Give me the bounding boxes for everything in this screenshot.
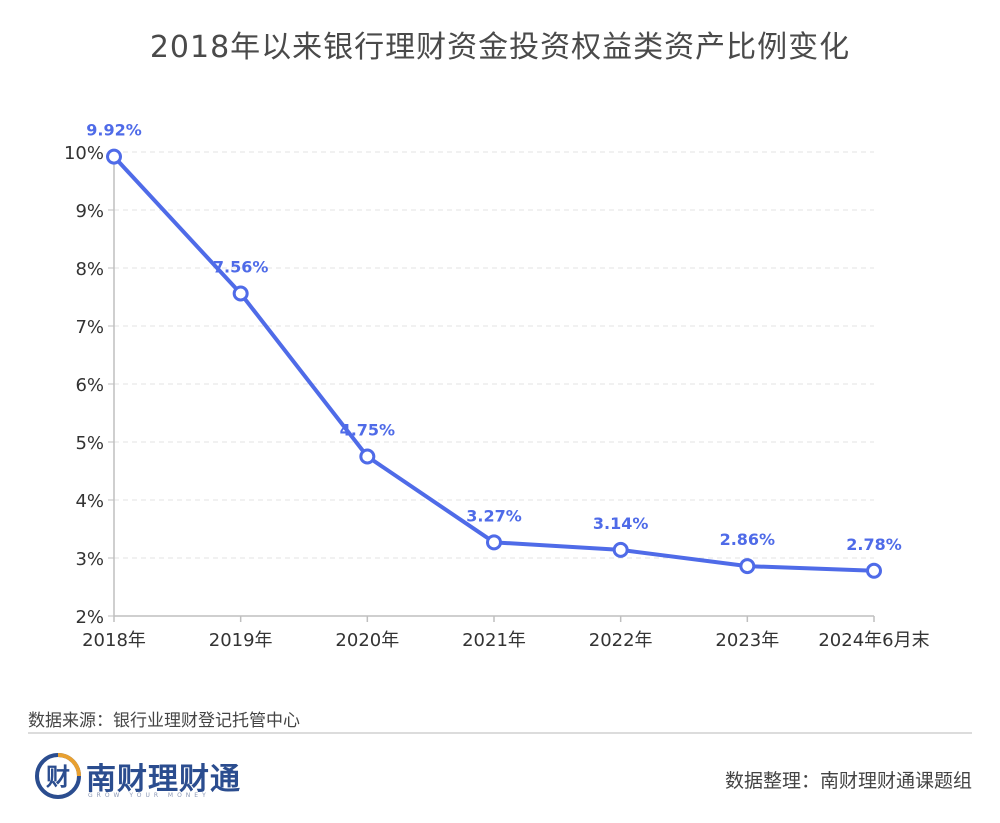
axes: 2% 3% 4% 5% 6% 7% 8% 9% 10% 2018年 2019年 2020年 2021年 2… <box>64 143 930 651</box>
x-tick-label: 2023年 <box>715 630 779 651</box>
data-credit: 数据整理：南财理财通课题组 <box>724 770 972 792</box>
series <box>106 148 882 579</box>
footer-divider <box>28 732 972 734</box>
data-label: 9.92% <box>86 121 142 140</box>
y-tick-label: 5% <box>75 433 104 454</box>
logo-name: 南财理财通 <box>86 762 241 797</box>
x-tick-label: 2021年 <box>462 630 526 651</box>
data-point <box>486 534 502 551</box>
x-tick-label: 2018年 <box>82 630 146 651</box>
brand-logo: 财 南财理财通 GROW YOUR MONEY <box>34 752 264 804</box>
y-tick-label: 6% <box>75 375 104 396</box>
gridlines <box>114 151 874 559</box>
logo-slogan: GROW YOUR MONEY <box>88 792 210 799</box>
data-label: 7.56% <box>213 258 269 277</box>
line-chart: 2% 3% 4% 5% 6% 7% 8% 9% 10% 2018年 2019年 2020年 2021年 2… <box>64 121 930 651</box>
y-tick-label: 3% <box>75 549 104 570</box>
y-tick-label: 4% <box>75 491 104 512</box>
x-tick-label: 2019年 <box>209 630 273 651</box>
data-source: 数据来源：银行业理财登记托管中心 <box>28 711 300 731</box>
data-label: 3.27% <box>466 506 522 525</box>
data-point <box>232 285 249 302</box>
data-point <box>612 541 629 558</box>
y-tick-label: 2% <box>75 607 104 628</box>
x-tick-label: 2020年 <box>335 630 399 651</box>
data-point <box>739 558 756 575</box>
y-tick-label: 7% <box>75 317 104 338</box>
data-label: 2.86% <box>720 530 776 549</box>
data-label: 2.78% <box>846 535 902 554</box>
data-point <box>106 148 122 165</box>
data-label: 4.75% <box>340 421 396 440</box>
data-label: 3.14% <box>593 514 649 533</box>
data-point <box>866 562 882 579</box>
data-labels: 9.92% 7.56% 4.75% 3.27% 3.14% 2.86% 2.78% <box>86 121 902 554</box>
logo-badge-icon: 财 <box>35 753 81 799</box>
x-tick-label: 2024年6月末 <box>818 630 929 651</box>
y-tick-label: 10% <box>64 143 104 164</box>
x-tick-label: 2022年 <box>589 630 653 651</box>
svg-text:财: 财 <box>46 763 70 791</box>
y-tick-label: 8% <box>75 259 104 280</box>
chart-title: 2018年以来银行理财资金投资权益类资产比例变化 <box>149 30 851 65</box>
y-tick-label: 9% <box>75 201 104 222</box>
data-point <box>359 448 376 465</box>
